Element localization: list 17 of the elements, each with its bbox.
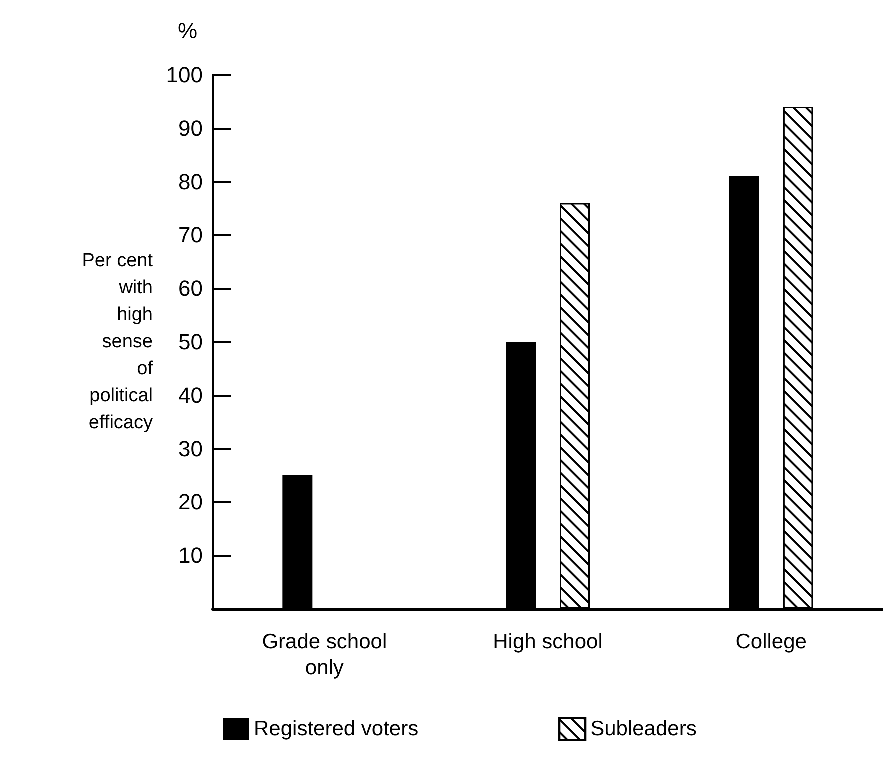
y-axis-title: Per cent with high sense of political efficacy: [82, 250, 154, 434]
x-tick-label: Grade school only: [262, 630, 388, 680]
y-tick-label: 60: [178, 276, 203, 302]
y-tick-label: 100: [166, 62, 203, 88]
x-tick-label: High school: [493, 630, 603, 654]
y-tick-label: 70: [178, 222, 203, 248]
text: %: [178, 18, 198, 44]
y-tick-label: 10: [178, 543, 203, 568]
legend-label: Subleaders: [590, 718, 697, 740]
y-tick-label: 50: [178, 330, 203, 354]
y-tick-label: 90: [178, 116, 203, 141]
y-tick-label: 30: [178, 436, 203, 462]
x-tick-label: College: [736, 630, 807, 654]
y-tick-label: 20: [178, 490, 203, 515]
y-tick-label: 40: [178, 382, 203, 408]
y-tick-label: 80: [178, 169, 203, 194]
legend-label: Registered voters: [254, 718, 419, 740]
